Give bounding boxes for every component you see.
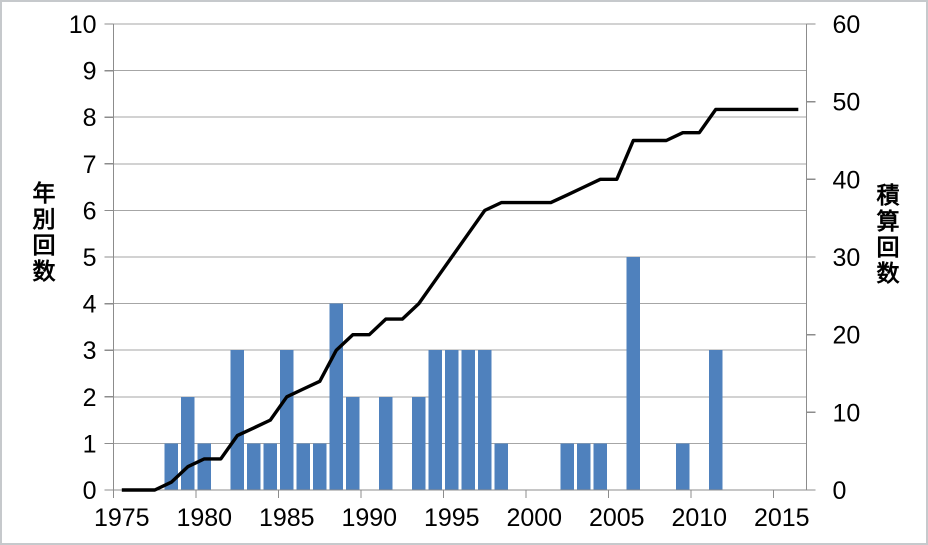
bar-1998 <box>494 443 508 490</box>
bar-1987 <box>313 443 327 490</box>
bar-1996 <box>461 350 475 490</box>
left-axis-tick-label: 8 <box>83 104 97 132</box>
left-axis-tick-label: 0 <box>83 477 97 505</box>
left-axis-tick-label: 1 <box>83 430 97 458</box>
left-axis-tick-label: 5 <box>83 244 97 272</box>
right-axis-tick-label: 20 <box>833 322 861 350</box>
bar-1983 <box>247 443 261 490</box>
right-axis-tick-label: 60 <box>833 11 861 39</box>
bar-2009 <box>676 443 690 490</box>
left-axis-tick-label: 7 <box>83 151 97 179</box>
left-axis-tick-label: 9 <box>83 58 97 86</box>
bar-1986 <box>296 443 310 490</box>
bar-1988 <box>329 303 343 490</box>
bar-1985 <box>280 350 294 490</box>
bar-2004 <box>593 443 607 490</box>
bar-1982 <box>230 350 244 490</box>
x-axis-tick-label: 2010 <box>671 504 727 532</box>
left-axis-tick-label: 4 <box>83 291 97 319</box>
left-axis-title: 年別回数 <box>29 181 55 285</box>
bar-1989 <box>346 396 360 490</box>
bar-1997 <box>478 350 492 490</box>
left-axis-tick-label: 10 <box>69 11 97 39</box>
bar-1994 <box>428 350 442 490</box>
bar-1979 <box>181 396 195 490</box>
bar-1995 <box>445 350 459 490</box>
bar-1980 <box>197 443 211 490</box>
x-axis-tick-label: 1995 <box>424 504 480 532</box>
bar-1991 <box>379 396 393 490</box>
left-axis-tick-label: 3 <box>83 337 97 365</box>
x-axis-tick-label: 1985 <box>259 504 315 532</box>
right-axis-tick-label: 50 <box>833 89 861 117</box>
right-axis-tick-label: 30 <box>833 244 861 272</box>
right-axis-tick-label: 40 <box>833 166 861 194</box>
x-axis-tick-label: 1980 <box>176 504 232 532</box>
bar-2003 <box>577 443 591 490</box>
x-axis-tick-label: 2000 <box>506 504 562 532</box>
bar-2002 <box>560 443 574 490</box>
x-axis-tick-label: 2005 <box>589 504 645 532</box>
cumulative-line <box>121 107 799 492</box>
left-axis-tick-label: 6 <box>83 197 97 225</box>
bar-2011 <box>709 350 723 490</box>
bar-2006 <box>626 257 640 490</box>
x-axis-tick-label: 1990 <box>341 504 397 532</box>
bar-1984 <box>263 443 277 490</box>
x-axis-tick-label: 2015 <box>754 504 810 532</box>
right-axis-tick-label: 10 <box>833 399 861 427</box>
left-axis-tick-label: 2 <box>83 384 97 412</box>
bar-1993 <box>412 396 426 490</box>
right-axis-tick-label: 0 <box>833 477 847 505</box>
right-axis-title: 積算回数 <box>873 183 899 287</box>
x-axis-tick-label: 1975 <box>94 504 150 532</box>
